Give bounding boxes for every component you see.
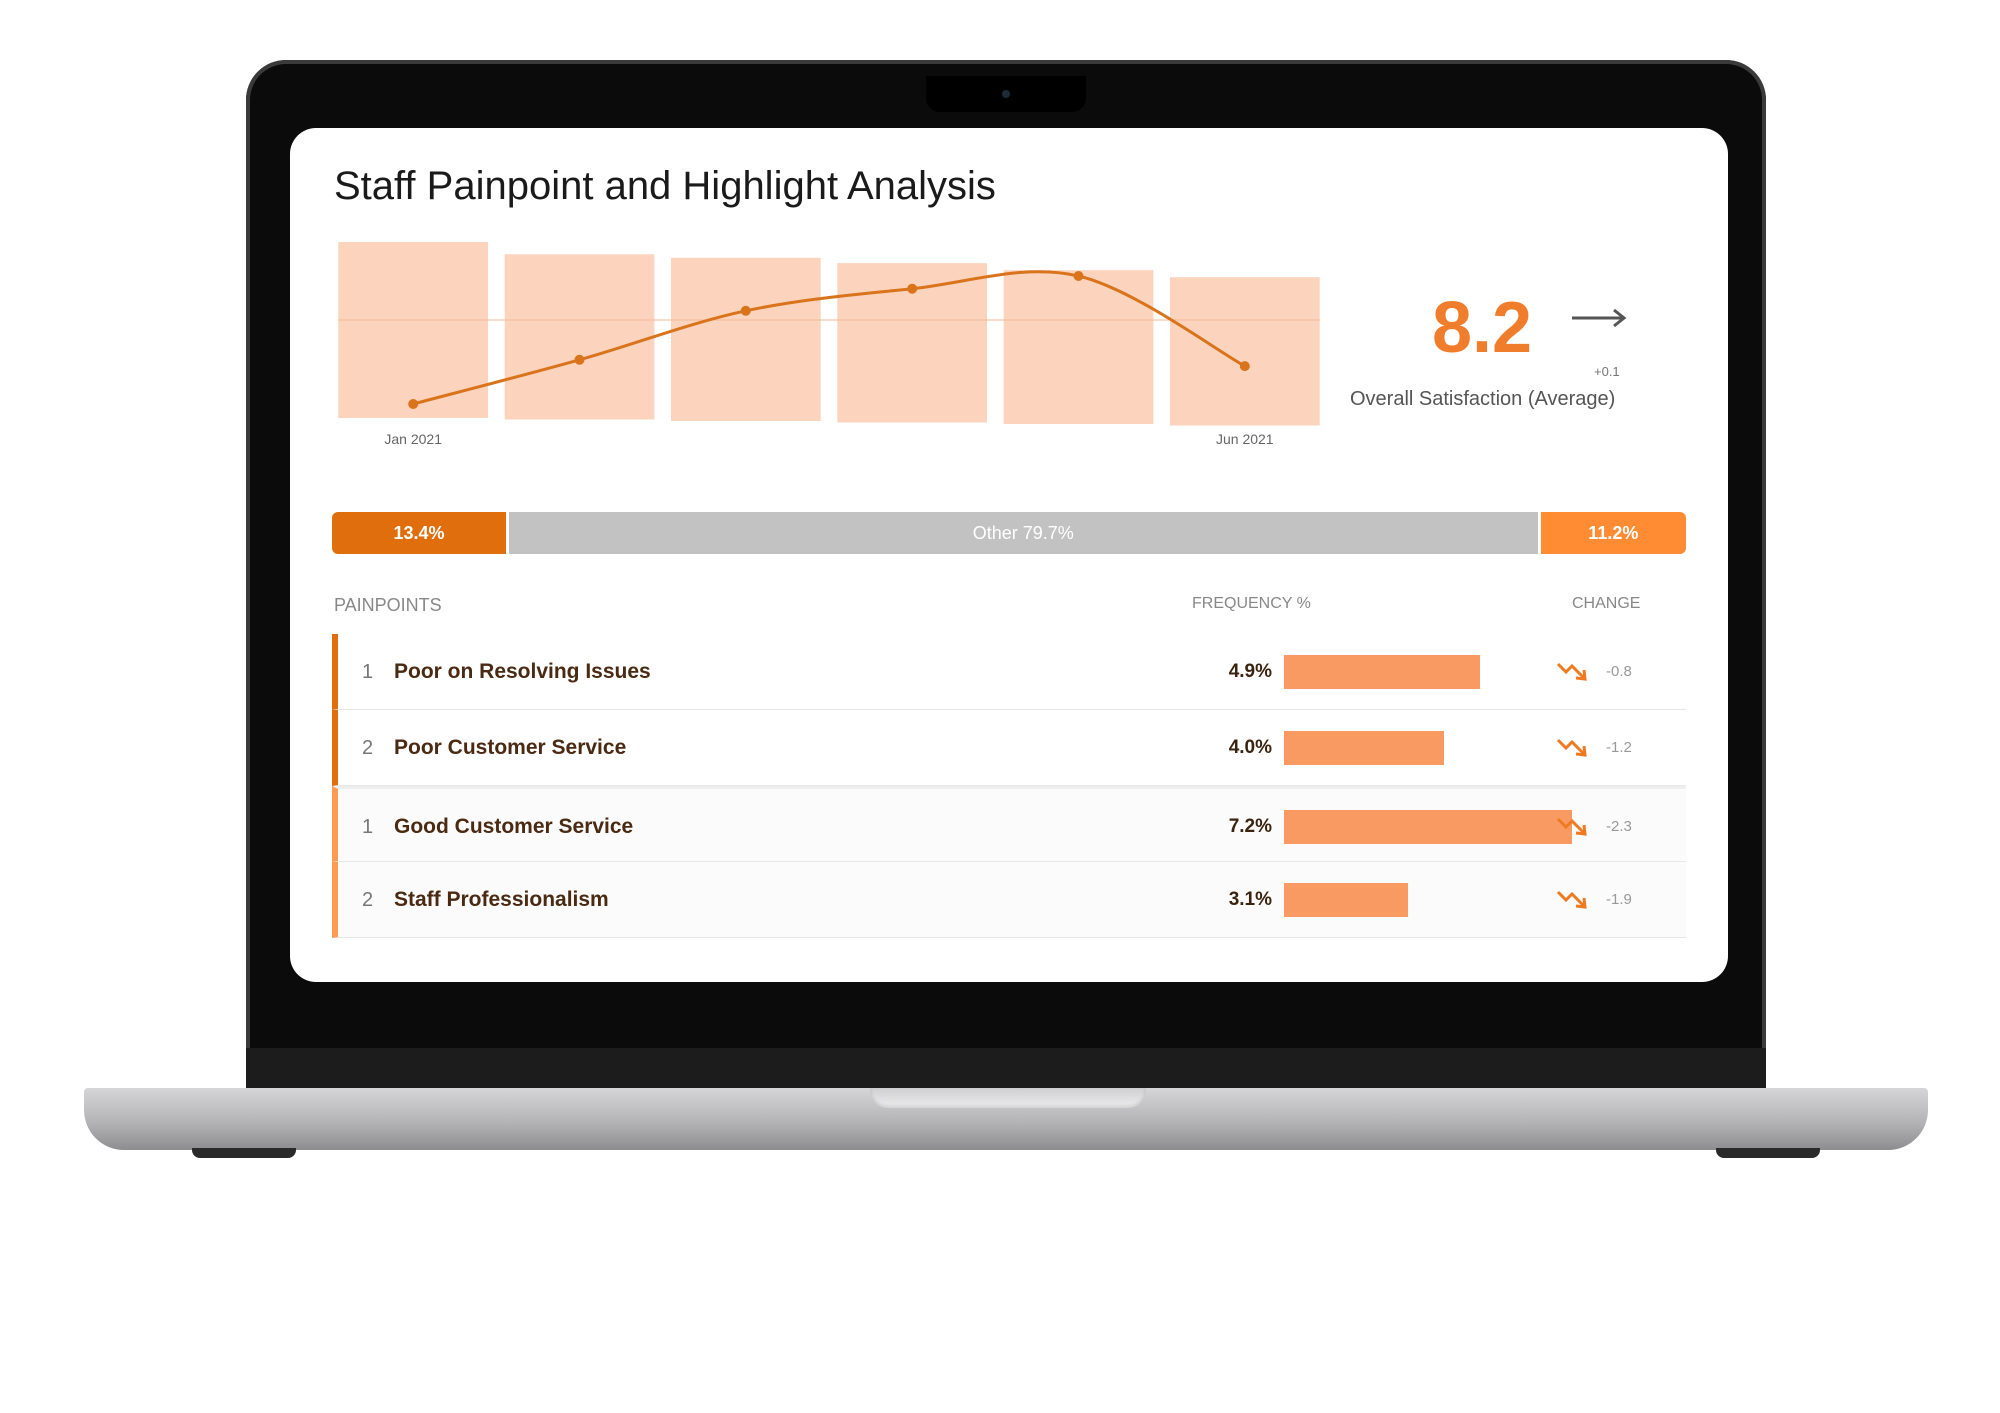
share-segment-highlights[interactable]: 11.2% xyxy=(1540,512,1686,554)
row-change: -1.2 xyxy=(1606,739,1632,756)
row-rank: 2 xyxy=(362,737,374,759)
trend-bar[interactable] xyxy=(338,242,488,418)
share-segment-other[interactable]: Other 79.7% xyxy=(505,512,1541,554)
trend-down-icon xyxy=(1556,890,1587,909)
row-label: Poor on Resolving Issues xyxy=(394,660,651,683)
page-title: Staff Painpoint and Highlight Analysis xyxy=(334,164,996,208)
dashboard-screen: Staff Painpoint and Highlight Analysis J… xyxy=(290,128,1728,982)
row-frequency: 4.0% xyxy=(1228,737,1272,758)
table-row[interactable]: 2 Staff Professionalism 3.1% -1.9 xyxy=(332,862,1686,938)
trend-point[interactable] xyxy=(574,354,585,365)
kpi-label: Overall Satisfaction (Average) xyxy=(1350,388,1616,410)
laptop-hinge xyxy=(246,1048,1766,1090)
share-segment-painpoints[interactable]: 13.4% xyxy=(332,512,506,554)
frequency-bar xyxy=(1284,731,1444,765)
laptop-foot-right xyxy=(1716,1148,1820,1158)
kpi-delta: +0.1 xyxy=(1594,364,1620,379)
trend-point[interactable] xyxy=(408,399,419,409)
frequency-bar xyxy=(1284,810,1572,844)
row-rank: 1 xyxy=(362,816,374,838)
table-row[interactable]: 2 Poor Customer Service 4.0% -1.2 xyxy=(332,710,1686,786)
row-change: -1.9 xyxy=(1606,891,1632,908)
row-rank: 2 xyxy=(362,889,374,911)
row-frequency: 3.1% xyxy=(1228,889,1272,910)
x-tick-label: Jan 2021 xyxy=(384,431,442,447)
trend-bar[interactable] xyxy=(1170,277,1320,426)
row-rank: 1 xyxy=(362,661,374,683)
laptop-opening-notch xyxy=(870,1088,1146,1108)
row-frequency: 4.9% xyxy=(1228,661,1272,682)
painpoint-table: 1 Poor on Resolving Issues 4.9% -0.8 2 P… xyxy=(332,634,1686,938)
overall-satisfaction-kpi: 8.2 +0.1 Overall Satisfaction (Average) xyxy=(1350,288,1690,428)
share-highlights-label: 11.2% xyxy=(1588,522,1639,543)
table-row[interactable]: 1 Poor on Resolving Issues 4.9% -0.8 xyxy=(332,634,1686,710)
trend-bar[interactable] xyxy=(504,254,655,420)
x-tick-label: Jun 2021 xyxy=(1216,431,1274,447)
row-change: -0.8 xyxy=(1606,663,1632,680)
camera-notch xyxy=(926,76,1086,112)
row-frequency: 7.2% xyxy=(1228,816,1272,837)
header-frequency: FREQUENCY % xyxy=(1192,595,1311,612)
trend-point[interactable] xyxy=(740,305,751,316)
trend-down-icon xyxy=(1556,738,1587,757)
trend-down-icon xyxy=(1556,817,1587,836)
arrow-right-icon xyxy=(1572,308,1627,328)
trend-bar[interactable] xyxy=(671,257,821,421)
share-painpoints-label: 13.4% xyxy=(393,522,445,543)
trend-point[interactable] xyxy=(1073,271,1084,281)
header-painpoints: PAINPOINTS xyxy=(334,595,442,615)
share-bar: 13.4% Other 79.7% 11.2% xyxy=(332,512,1686,554)
frequency-bar xyxy=(1284,655,1480,689)
satisfaction-trend-line xyxy=(412,270,1246,406)
trend-bar[interactable] xyxy=(1003,270,1154,424)
row-change: -2.3 xyxy=(1606,818,1632,835)
row-label: Staff Professionalism xyxy=(394,888,609,911)
row-label: Poor Customer Service xyxy=(394,736,627,759)
kpi-value: 8.2 xyxy=(1432,288,1533,368)
trend-down-icon xyxy=(1556,662,1587,681)
frequency-bar xyxy=(1284,883,1408,917)
share-other-label: Other 79.7% xyxy=(972,522,1074,543)
table-row[interactable]: 1 Good Customer Service 7.2% -2.3 xyxy=(332,786,1686,862)
header-change: CHANGE xyxy=(1572,595,1641,612)
laptop-foot-left xyxy=(192,1148,296,1158)
trend-point[interactable] xyxy=(1239,361,1250,372)
trend-point[interactable] xyxy=(907,283,918,294)
row-label: Good Customer Service xyxy=(394,815,634,838)
satisfaction-trend-chart: Jan 2021 Jun 2021 xyxy=(338,242,1320,447)
